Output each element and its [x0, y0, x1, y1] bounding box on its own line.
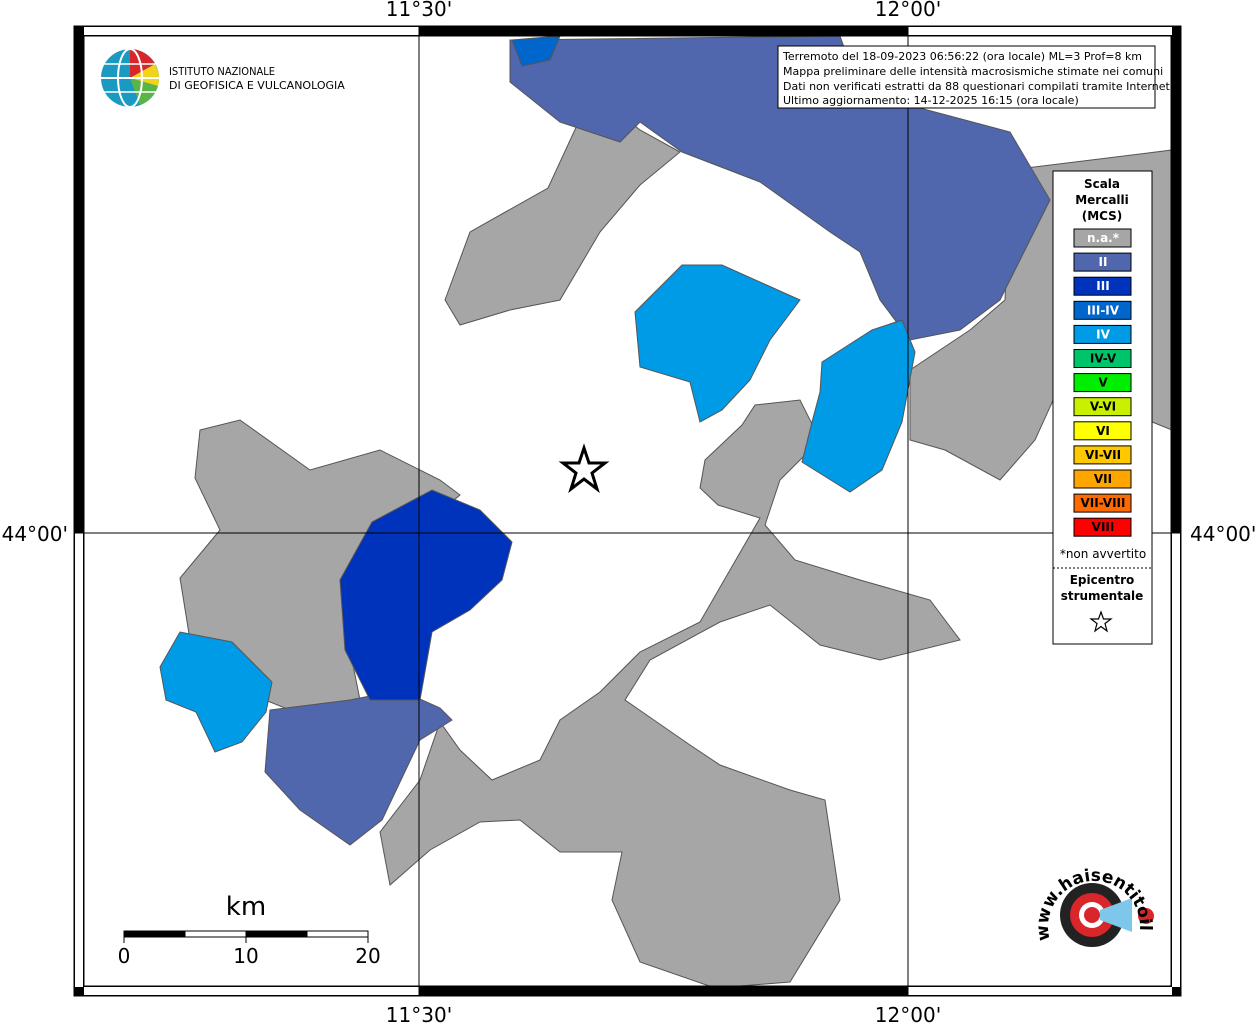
legend-note: *non avvertito [1060, 547, 1146, 561]
scale-tick-label: 0 [118, 944, 131, 968]
institute-logo: ISTITUTO NAZIONALE DI GEOFISICA E VULCAN… [101, 48, 345, 108]
info-line: Terremoto del 18-09-2023 06:56:22 (ora l… [782, 50, 1142, 63]
info-line: Ultimo aggiornamento: 14-12-2025 16:15 (… [783, 94, 1079, 107]
legend-label: V-VI [1090, 400, 1116, 414]
legend-label: VI-VII [1085, 448, 1121, 462]
legend-swatch [1073, 324, 1132, 344]
legend-label: II [1099, 255, 1108, 269]
legend-label: VII-VIII [1080, 496, 1125, 510]
info-line: Dati non verificati estratti da 88 quest… [783, 80, 1173, 93]
municipality [159, 631, 273, 753]
legend-label: VII [1094, 472, 1112, 486]
grid-label: 44°00' [1190, 522, 1255, 546]
legend-label: VI [1096, 424, 1110, 438]
scale-segment [306, 930, 369, 938]
municipality [634, 264, 801, 423]
scale-segment [184, 930, 247, 938]
legend-swatch [1073, 228, 1132, 248]
institute-name: DI GEOFISICA E VULCANOLOGIA [169, 79, 345, 92]
legend-swatch [1073, 397, 1132, 417]
municipality [511, 35, 561, 67]
legend-swatch [1073, 421, 1132, 441]
municipality [801, 319, 916, 493]
legend-swatch [1073, 276, 1132, 296]
institute-name: ISTITUTO NAZIONALE [169, 65, 275, 78]
info-box: Terremoto del 18-09-2023 06:56:22 (ora l… [777, 45, 1173, 109]
legend-label: VIII [1092, 520, 1115, 534]
grid-label: 11°30' [386, 0, 452, 21]
municipality [339, 489, 513, 701]
legend-swatch [1073, 252, 1132, 272]
legend: Scala Mercalli (MCS) *non avvertito Epic… [1052, 170, 1153, 645]
legend-label: IV-V [1090, 352, 1117, 366]
scale-tick-label: 10 [233, 944, 258, 968]
legend-epicenter: Epicentro [1070, 573, 1135, 587]
municipality [509, 35, 1051, 341]
legend-swatch [1073, 469, 1132, 489]
legend-swatch [1073, 445, 1132, 465]
epicenter-star [558, 443, 610, 494]
legend-label: III-IV [1087, 303, 1120, 317]
grid-label: 44°00' [2, 522, 68, 546]
legend-swatch [1073, 373, 1132, 393]
scale-tick-label: 20 [355, 944, 380, 968]
legend-title: (MCS) [1082, 209, 1123, 223]
frame [73, 25, 1182, 997]
scale-segment [123, 930, 186, 938]
legend-swatch [1073, 517, 1132, 537]
grid-label: 12°00' [875, 1003, 941, 1024]
municipality [444, 104, 681, 326]
scale-segment [245, 930, 308, 938]
legend-swatch [1073, 300, 1132, 320]
legend-title: Mercalli [1075, 193, 1129, 207]
legend-label: IV [1096, 327, 1110, 341]
legend-swatch [1073, 349, 1132, 368]
scale-bar: km 0 10 20 [118, 892, 381, 968]
legend-label: V [1098, 376, 1108, 390]
info-line: Mappa preliminare delle intensità macros… [783, 65, 1163, 78]
grid-label: 12°00' [875, 0, 941, 21]
legend-label: n.a.* [1087, 231, 1120, 245]
legend-label: III [1096, 279, 1109, 293]
legend-star [1089, 610, 1113, 633]
grid-label: 11°30' [386, 1003, 452, 1024]
legend-title: Scala [1084, 177, 1120, 191]
scale-unit: km [226, 892, 266, 922]
legend-swatch [1073, 493, 1132, 513]
legend-epicenter: strumentale [1061, 589, 1144, 603]
